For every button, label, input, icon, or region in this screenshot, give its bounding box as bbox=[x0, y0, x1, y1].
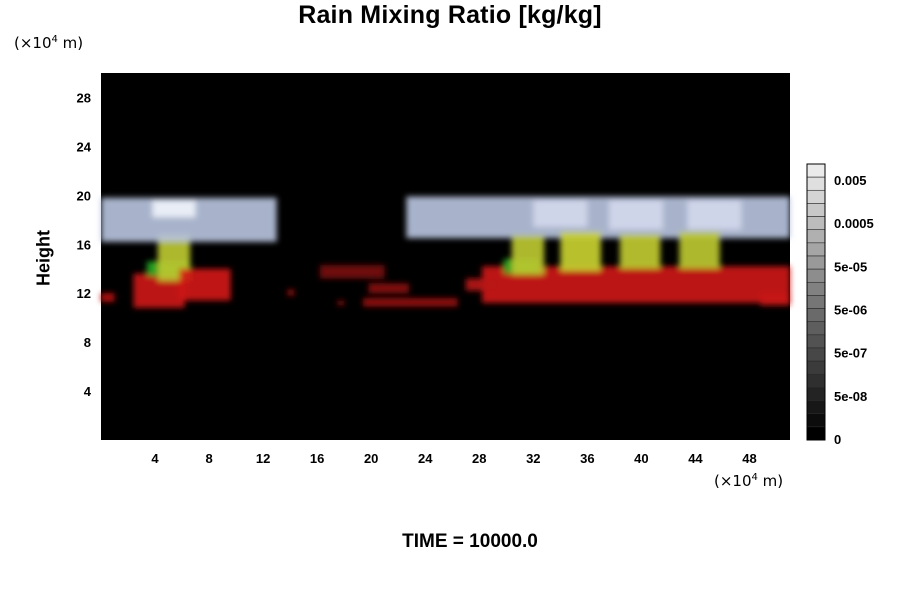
y-tick-label: 4 bbox=[84, 384, 92, 399]
heatmap-cell bbox=[511, 235, 545, 275]
heatmap-cell bbox=[368, 283, 410, 294]
y-tick-label: 28 bbox=[77, 90, 91, 105]
x-tick-label: 40 bbox=[634, 451, 648, 466]
heatmap-cell bbox=[179, 268, 231, 301]
colorbar-segment bbox=[806, 268, 826, 283]
x-tick-label: 36 bbox=[580, 451, 594, 466]
heatmap-cell bbox=[679, 232, 720, 269]
colorbar-label: 5e-06 bbox=[834, 303, 867, 318]
y-tick-label: 8 bbox=[84, 335, 91, 350]
colorbar-segment bbox=[806, 387, 826, 401]
colorbar-segment bbox=[806, 400, 826, 415]
heatmap-cell bbox=[560, 232, 601, 272]
colorbar-segment bbox=[806, 281, 826, 296]
colorbar-segment bbox=[806, 347, 826, 362]
x-tick-label: 24 bbox=[418, 451, 433, 466]
heatmap-cell bbox=[101, 293, 115, 302]
colorbar-segment bbox=[806, 189, 826, 204]
heatmap-cell bbox=[337, 300, 345, 306]
colorbar-segment bbox=[806, 334, 826, 349]
colorbar-segment bbox=[806, 295, 826, 309]
x-tick-label: 16 bbox=[310, 451, 324, 466]
colorbar-label: 5e-08 bbox=[834, 389, 867, 404]
y-tick-label: 24 bbox=[77, 139, 92, 154]
heatmap-cell bbox=[608, 200, 664, 230]
time-label: TIME = 10000.0 bbox=[402, 531, 538, 552]
heatmap-cell bbox=[319, 265, 385, 279]
heatmap-cell bbox=[152, 200, 196, 218]
x-tick-label: 32 bbox=[526, 451, 540, 466]
heatmap-cell bbox=[465, 278, 499, 291]
heatmap-cell bbox=[363, 298, 458, 307]
y-axis-unit: (×104 m) bbox=[14, 34, 84, 52]
colorbar-label: 5e-05 bbox=[834, 259, 867, 274]
x-tick-label: 20 bbox=[364, 451, 378, 466]
colorbar-segment bbox=[806, 321, 826, 336]
colorbar-segment bbox=[806, 163, 826, 178]
heatmap-cell bbox=[619, 234, 661, 269]
x-tick-label: 8 bbox=[205, 451, 212, 466]
colorbar-label: 0 bbox=[834, 432, 841, 447]
colorbar-segment bbox=[806, 360, 826, 375]
heatmap-cell bbox=[687, 200, 742, 230]
colorbar-segment bbox=[806, 203, 826, 217]
colorbar-segment bbox=[806, 242, 826, 257]
colorbar-segment bbox=[806, 308, 826, 323]
x-tick-label: 48 bbox=[742, 451, 756, 466]
colorbar-segment bbox=[806, 426, 826, 441]
heatmap-cell bbox=[760, 293, 790, 306]
chart-title: Rain Mixing Ratio [kg/kg] bbox=[298, 1, 602, 29]
y-tick-label: 16 bbox=[77, 237, 91, 252]
x-axis-unit: (×104 m) bbox=[714, 472, 784, 490]
colorbar-label: 0.0005 bbox=[834, 216, 874, 231]
heatmap-cell bbox=[533, 200, 588, 228]
x-tick-label: 4 bbox=[151, 451, 159, 466]
colorbar-segment bbox=[806, 229, 826, 244]
colorbar-frame bbox=[806, 163, 826, 441]
x-tick-label: 28 bbox=[472, 451, 486, 466]
colorbar-segment bbox=[806, 413, 826, 428]
plot-area bbox=[101, 73, 790, 440]
y-tick-label: 12 bbox=[77, 286, 91, 301]
x-tick-label: 44 bbox=[688, 451, 703, 466]
colorbar-label: 0.005 bbox=[834, 173, 867, 188]
y-tick-label: 20 bbox=[77, 188, 91, 203]
colorbar-segment bbox=[806, 255, 826, 270]
colorbar-segment bbox=[806, 216, 826, 231]
heatmap-cell bbox=[287, 289, 295, 296]
colorbar-segment bbox=[806, 176, 826, 191]
colorbar-label: 5e-07 bbox=[834, 346, 867, 361]
colorbar-segment bbox=[806, 373, 826, 388]
x-tick-label: 12 bbox=[256, 451, 270, 466]
